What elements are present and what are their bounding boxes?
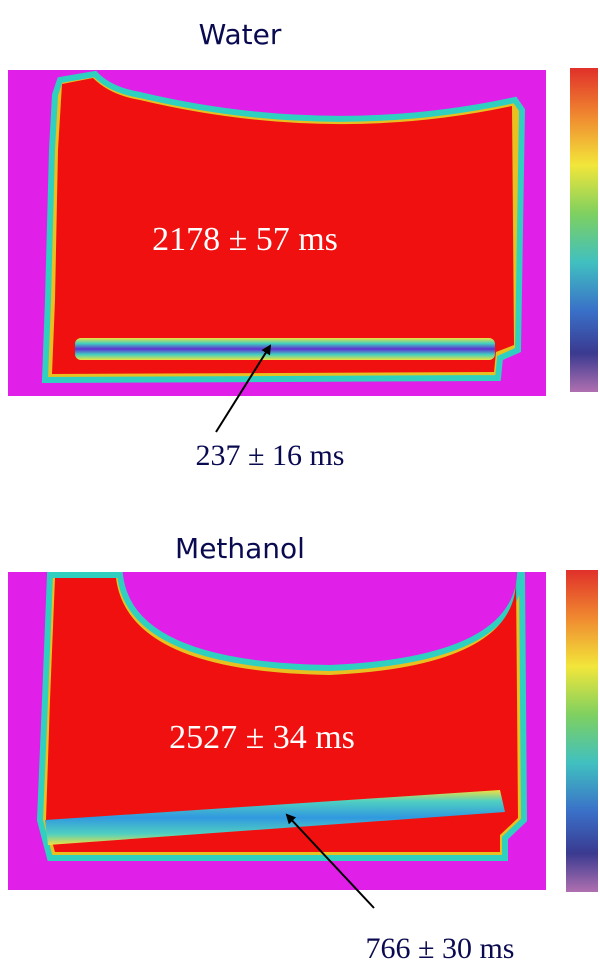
band-label: 766 ± 30 ms xyxy=(366,932,515,965)
panel-title: Water xyxy=(199,18,282,51)
map-band xyxy=(75,338,495,360)
region-label: 2178 ± 57 ms xyxy=(152,221,338,258)
colorbar xyxy=(566,570,598,892)
figure: Water 2178 ± 57 ms 237 ± 16 ms Methanol … xyxy=(0,0,600,971)
panel-title: Methanol xyxy=(175,532,305,565)
band-label: 237 ± 16 ms xyxy=(196,439,345,472)
region-label: 2527 ± 34 ms xyxy=(169,719,355,756)
colorbar xyxy=(570,68,598,392)
